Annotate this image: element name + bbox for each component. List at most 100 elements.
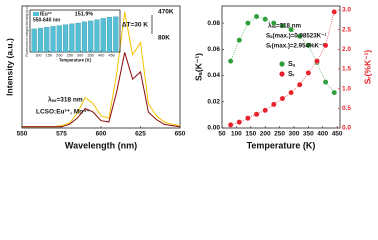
point bbox=[245, 20, 251, 26]
y-tick-label: 0.02 bbox=[207, 98, 220, 105]
y-axis-label: Sₐ(K⁻¹) bbox=[193, 53, 203, 81]
point bbox=[279, 22, 286, 29]
x-tick-label: 300 bbox=[77, 54, 83, 58]
bar bbox=[63, 24, 69, 53]
x-tick-label: 250 bbox=[67, 54, 73, 58]
spectrum-line bbox=[22, 52, 181, 128]
y2-axis-label: Sᵣ(%K⁻¹) bbox=[362, 50, 372, 85]
y-tick-label: 0.06 bbox=[207, 46, 220, 53]
point bbox=[296, 81, 303, 88]
x-tick-label: 575 bbox=[56, 131, 67, 138]
annotation: ΔT=30 K bbox=[122, 22, 148, 29]
point bbox=[253, 111, 260, 117]
point bbox=[236, 119, 243, 125]
x-axis-label: Wavelength (nm) bbox=[65, 140, 137, 150]
bar bbox=[69, 23, 75, 53]
legend-label: 550-640 nm bbox=[33, 17, 61, 23]
point bbox=[322, 42, 329, 49]
x-tick-label: 150 bbox=[46, 54, 52, 58]
bar bbox=[113, 16, 119, 53]
inset-frame bbox=[29, 9, 121, 53]
x-axis-label: Temperature (K) bbox=[59, 58, 92, 63]
bar bbox=[37, 27, 44, 53]
point bbox=[305, 70, 312, 76]
point bbox=[227, 58, 234, 64]
bar bbox=[44, 27, 50, 53]
point bbox=[288, 26, 294, 33]
point bbox=[236, 37, 243, 43]
annotation: Sₐ(max.)=0.08523K⁻¹ bbox=[266, 33, 326, 40]
point bbox=[322, 79, 329, 85]
x-tick-label: 450 bbox=[108, 54, 114, 58]
x-tick-label: 200 bbox=[56, 54, 62, 58]
bar bbox=[94, 19, 100, 53]
x-tick-label: 300 bbox=[289, 131, 300, 138]
y-tick-label: 0.08 bbox=[207, 20, 220, 27]
x-tick-label: 550 bbox=[17, 131, 28, 138]
point bbox=[245, 115, 251, 121]
series-label: 470K bbox=[158, 9, 174, 16]
y2-tick-label: 2.5 bbox=[342, 26, 351, 33]
bar bbox=[81, 21, 87, 53]
legend-marker bbox=[279, 61, 285, 67]
x-tick-label: 250 bbox=[274, 131, 285, 138]
x-tick-label: 150 bbox=[245, 131, 256, 138]
point bbox=[331, 89, 337, 96]
point bbox=[253, 13, 260, 20]
point bbox=[271, 101, 277, 108]
bar bbox=[106, 16, 113, 53]
x-tick-label: 650 bbox=[175, 131, 186, 138]
bar bbox=[75, 22, 81, 53]
y-axis-label: Fluorescence integral intensity (a.u.) bbox=[25, 5, 29, 56]
y-tick-label: 0.00 bbox=[207, 125, 220, 132]
y-axis-label: Intensity (a.u.) bbox=[4, 38, 14, 96]
legend-label: Sᵣ bbox=[288, 71, 295, 78]
x-tick-label: 100 bbox=[35, 54, 41, 58]
plot-frame bbox=[221, 5, 341, 129]
point bbox=[279, 95, 286, 102]
legend-label: IEu³⁺ bbox=[40, 11, 52, 17]
legend-label: Sₐ bbox=[288, 61, 296, 68]
x-tick-label: 400 bbox=[317, 131, 328, 138]
y2-tick-label: 3.0 bbox=[342, 7, 351, 14]
point bbox=[331, 9, 337, 15]
point bbox=[227, 122, 234, 128]
annotation: 151.9% bbox=[75, 11, 94, 17]
x-axis-label: Temperature (K) bbox=[247, 140, 316, 150]
point bbox=[262, 16, 268, 22]
x-tick-label: 350 bbox=[303, 131, 314, 138]
y2-tick-label: 1.5 bbox=[342, 66, 351, 73]
bar bbox=[88, 20, 94, 53]
bar bbox=[50, 26, 56, 53]
annotation: LCSO:Eu³⁺, Mn⁴⁺ bbox=[36, 109, 90, 116]
legend-swatch bbox=[33, 12, 39, 16]
x-tick-label: 450 bbox=[332, 131, 343, 138]
x-tick-label: 600 bbox=[96, 131, 107, 138]
point bbox=[288, 89, 294, 96]
point bbox=[305, 42, 312, 49]
figure: 550 575 600 625 650 Wavelength (nm) Intensity … bbox=[4, 5, 372, 150]
point bbox=[271, 20, 277, 26]
legend-marker bbox=[279, 71, 285, 77]
y2-tick-label: 1.0 bbox=[342, 85, 351, 92]
x-tick-label: 625 bbox=[135, 131, 146, 138]
point bbox=[296, 33, 303, 39]
y2-tick-label: 0.0 bbox=[342, 125, 351, 132]
annotation: λₑₓ=318 nm bbox=[48, 96, 83, 104]
bar bbox=[31, 28, 37, 53]
x-tick-label: 350 bbox=[88, 54, 94, 58]
annotation: λₑₓ=318 nm bbox=[268, 23, 301, 30]
point bbox=[262, 107, 268, 114]
annotation: Sᵣ(max.)=2.954%K⁻¹ bbox=[266, 43, 324, 50]
y-tick-label: 0.04 bbox=[207, 72, 220, 79]
series-label: 80K bbox=[158, 35, 170, 42]
x-tick-label: 200 bbox=[260, 131, 271, 138]
y2-tick-label: 0.5 bbox=[342, 105, 351, 112]
bar bbox=[100, 18, 106, 53]
y2-tick-label: 2.0 bbox=[342, 46, 351, 53]
x-tick-label: 400 bbox=[98, 54, 104, 58]
point bbox=[314, 58, 320, 64]
x-tick-label: 100 bbox=[231, 131, 242, 138]
x-tick-label: 50 bbox=[218, 131, 226, 138]
bar bbox=[56, 25, 62, 53]
